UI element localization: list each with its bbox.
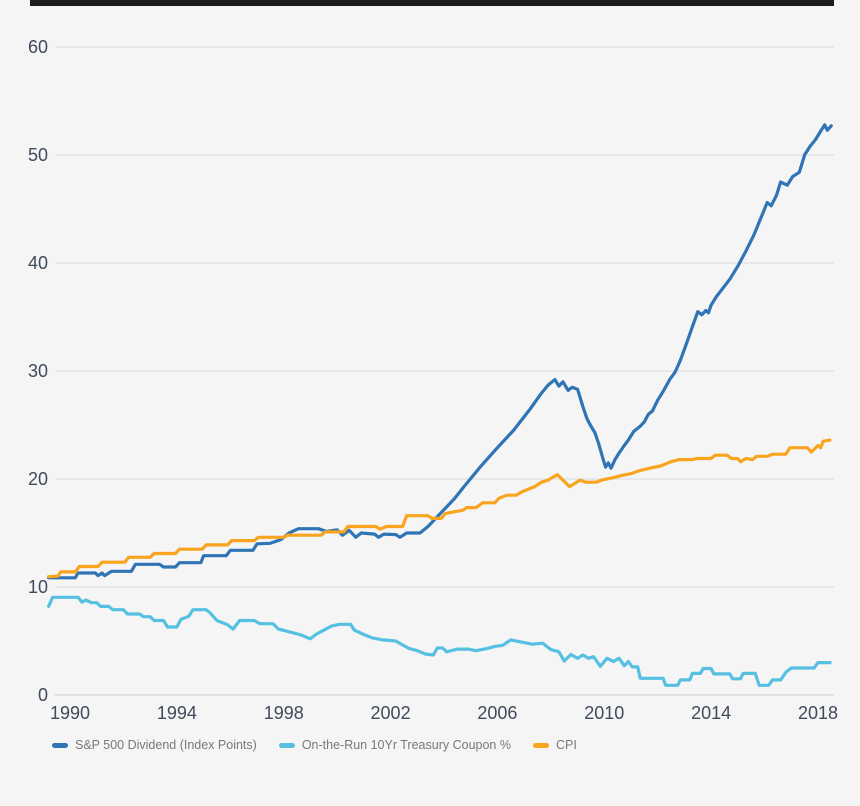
legend: S&P 500 Dividend (Index Points) On-the-R… — [52, 738, 577, 752]
x-axis-tick-label: 2002 — [371, 703, 411, 723]
x-axis-tick-label: 1994 — [157, 703, 197, 723]
series-line-treasury-10yr-coupon — [47, 595, 832, 687]
y-axis-tick-label: 0 — [38, 685, 48, 705]
y-axis-tick-label: 40 — [28, 253, 48, 273]
legend-swatch-sp500-dividend — [52, 742, 68, 748]
legend-swatch-cpi — [532, 742, 549, 748]
legend-label-treasury-10yr-coupon: On-the-Run 10Yr Treasury Coupon % — [301, 738, 511, 752]
y-axis-tick-label: 60 — [28, 37, 48, 57]
series-line-cpi — [47, 438, 832, 579]
legend-item-cpi: CPI — [532, 738, 577, 752]
series-line-sp500-dividend — [47, 123, 833, 580]
legend-swatch-treasury-10yr-coupon — [278, 742, 295, 748]
x-axis-tick-label: 2018 — [798, 703, 838, 723]
legend-label-cpi: CPI — [555, 738, 577, 752]
legend-item-treasury-10yr-coupon: On-the-Run 10Yr Treasury Coupon % — [278, 738, 511, 752]
line-chart: 0 10 20 30 40 50 60 1990 1994 1998 2002 2006 2010 20… — [28, 37, 838, 723]
x-axis-tick-label: 1990 — [50, 703, 90, 723]
y-axis-tick-label: 10 — [28, 577, 48, 597]
y-axis-labels: 0 10 20 30 40 50 60 — [28, 37, 48, 705]
x-axis-tick-label: 1998 — [264, 703, 304, 723]
y-axis-tick-label: 50 — [28, 145, 48, 165]
series-lines — [47, 123, 833, 687]
legend-item-sp500-dividend: S&P 500 Dividend (Index Points) — [52, 738, 257, 752]
top-border-line — [30, 0, 834, 6]
x-axis-labels: 1990 1994 1998 2002 2006 2010 2014 2018 — [50, 703, 838, 723]
y-axis-tick-label: 30 — [28, 361, 48, 381]
x-axis-tick-label: 2006 — [477, 703, 517, 723]
gridlines — [55, 46, 834, 696]
x-axis-tick-label: 2010 — [584, 703, 624, 723]
legend-label-sp500-dividend: S&P 500 Dividend (Index Points) — [75, 738, 257, 752]
x-axis-tick-label: 2014 — [691, 703, 731, 723]
y-axis-tick-label: 20 — [28, 469, 48, 489]
